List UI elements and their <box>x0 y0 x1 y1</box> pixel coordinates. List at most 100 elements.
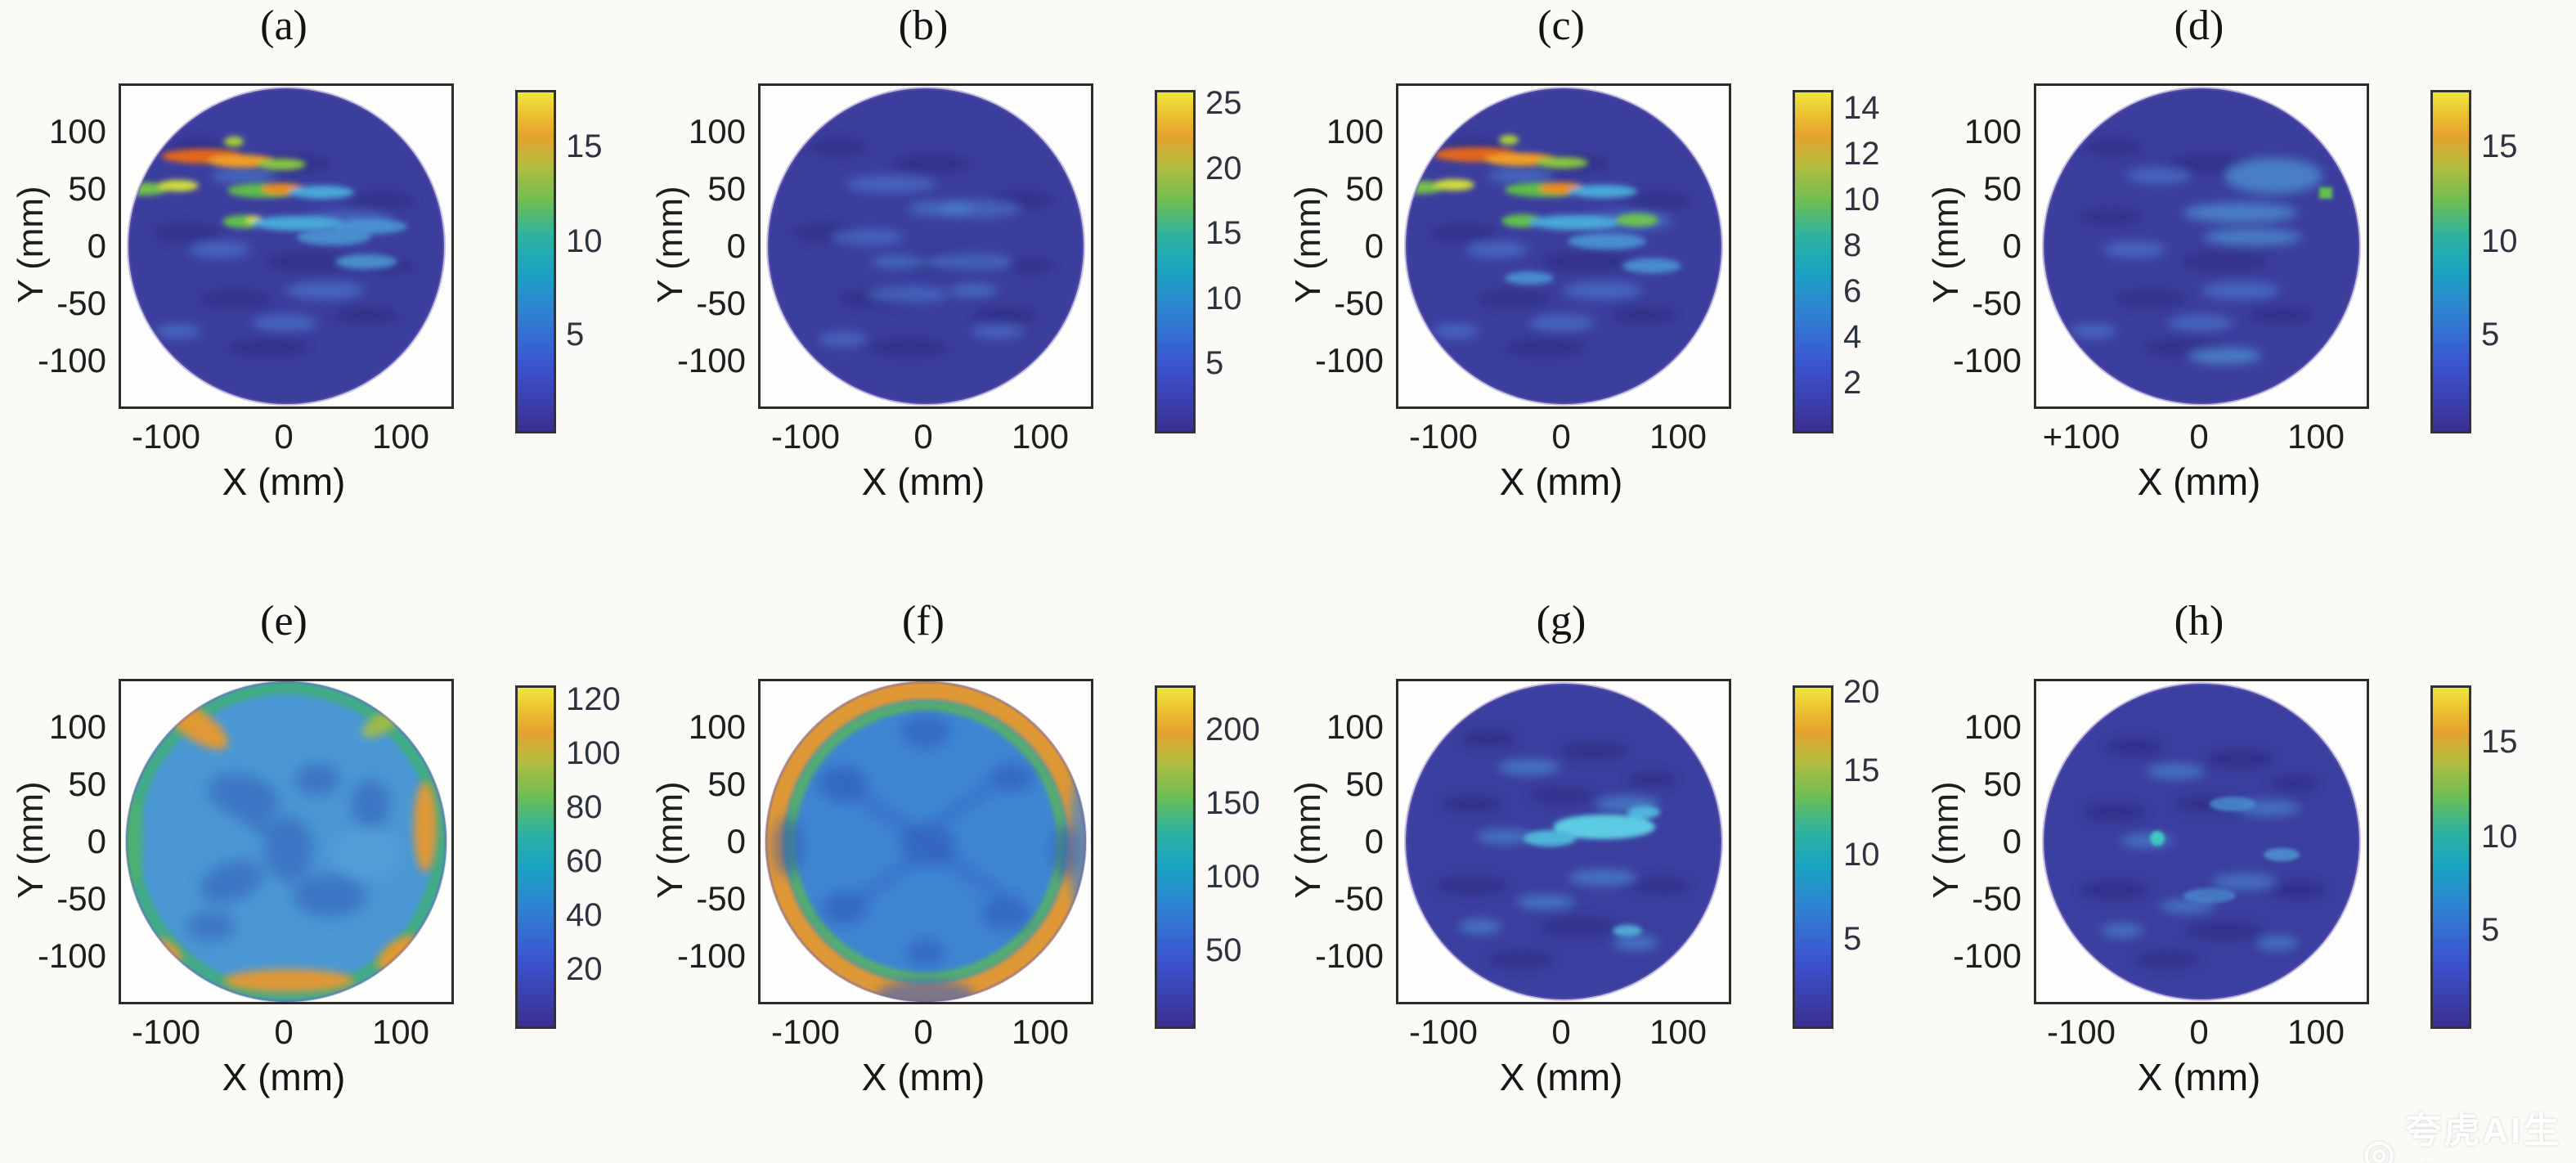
panel-f: (f) Y (mm) 100 50 0 -50 -100 <box>640 598 1283 1163</box>
plot-area <box>119 83 454 409</box>
y-tick: -50 <box>1334 284 1384 322</box>
x-axis-label: X (mm) <box>861 1056 985 1098</box>
colorbar-tick: 5 <box>1205 345 1224 381</box>
panel-title: (e) <box>260 598 307 644</box>
x-tick: +100 <box>2042 417 2120 456</box>
y-tick: 50 <box>707 169 746 208</box>
x-tick: 0 <box>274 1013 294 1051</box>
y-tick: 50 <box>68 169 106 208</box>
panel-g: (g) Y (mm) 100 50 0 -50 -100 <box>1277 598 1921 1163</box>
y-tick: 50 <box>1345 169 1384 208</box>
colorbar <box>515 90 556 433</box>
panel-title: (a) <box>260 2 307 49</box>
panel-h: (h) Y (mm) 100 50 0 -50 -100 <box>1915 598 2559 1163</box>
x-axis-label: X (mm) <box>861 460 985 503</box>
wafer-heatmap <box>1404 87 1723 406</box>
y-tick: 100 <box>48 707 106 746</box>
x-tick: 0 <box>1551 417 1571 456</box>
colorbar-ticks: 15 10 5 <box>2481 685 2558 1024</box>
x-tick: 100 <box>1011 1013 1070 1051</box>
panel-title: (g) <box>1536 598 1586 644</box>
colorbar <box>515 685 556 1029</box>
colorbar-tick: 6 <box>1843 273 1862 309</box>
colorbar-ticks: 200 150 100 50 <box>1205 685 1282 1024</box>
panel-b: (b) Y (mm) 100 50 0 -50 -100 <box>640 2 1283 582</box>
wafer-heatmap <box>2042 87 2361 406</box>
x-axis-label: X (mm) <box>222 460 346 503</box>
x-tick: 0 <box>913 417 933 456</box>
y-tick: 0 <box>726 227 746 265</box>
y-tick: -100 <box>37 341 106 379</box>
x-axis-label: X (mm) <box>2137 1056 2261 1098</box>
colorbar <box>2430 90 2471 433</box>
x-tick: -100 <box>131 1013 201 1051</box>
y-tick: 50 <box>1983 169 2022 208</box>
colorbar-tick: 15 <box>2481 128 2518 164</box>
x-tick: -100 <box>2046 1013 2116 1051</box>
y-tick: -100 <box>1314 341 1384 379</box>
colorbar-tick: 40 <box>566 897 603 933</box>
watermark-logo-icon: ◎ <box>2363 1133 2398 1163</box>
x-tick: 100 <box>1649 1013 1708 1051</box>
colorbar <box>2430 685 2471 1029</box>
y-tick: -50 <box>56 879 106 918</box>
colorbar <box>1793 90 1833 433</box>
colorbar-tick: 5 <box>1843 921 1862 957</box>
x-axis-label: X (mm) <box>1499 460 1623 503</box>
x-tick: 100 <box>1011 417 1070 456</box>
colorbar-tick: 5 <box>2481 912 2500 948</box>
colorbar-tick: 2 <box>1843 365 1862 401</box>
x-tick: 100 <box>371 417 430 456</box>
y-tick: 0 <box>1364 227 1384 265</box>
y-tick: -100 <box>1314 936 1384 975</box>
x-tick: -100 <box>1408 417 1479 456</box>
panel-title: (d) <box>2174 2 2224 49</box>
colorbar-ticks: 15 10 5 <box>566 90 643 429</box>
x-tick: 0 <box>2189 1013 2209 1051</box>
colorbar-tick: 10 <box>1843 837 1880 873</box>
y-tick: -50 <box>1972 284 2022 322</box>
colorbar-ticks: 14 12 10 8 6 4 2 <box>1843 90 1920 429</box>
colorbar-ticks: 25 20 15 10 5 <box>1205 85 1282 429</box>
colorbar-tick: 4 <box>1843 319 1862 355</box>
colorbar-tick: 5 <box>566 317 585 352</box>
y-tick: -100 <box>676 341 746 379</box>
x-tick: 0 <box>913 1013 933 1051</box>
colorbar-tick: 12 <box>1843 136 1880 172</box>
colorbar-tick: 120 <box>566 681 621 717</box>
panel-c: (c) Y (mm) 100 50 0 -50 -100 <box>1277 2 1921 582</box>
x-axis-label: X (mm) <box>2137 460 2261 503</box>
x-tick: -100 <box>770 417 841 456</box>
panel-d: (d) Y (mm) 100 50 0 -50 -100 <box>1915 2 2559 582</box>
y-tick: 100 <box>48 112 106 150</box>
colorbar-ticks: 20 15 10 5 <box>1843 674 1920 1024</box>
y-tick: 0 <box>1364 822 1384 860</box>
y-tick: 100 <box>688 707 746 746</box>
y-tick: 100 <box>1963 707 2022 746</box>
colorbar-tick: 15 <box>566 128 603 164</box>
y-tick: -50 <box>696 879 746 918</box>
y-tick: 50 <box>1983 765 2022 803</box>
colorbar-tick: 150 <box>1205 785 1260 821</box>
colorbar-tick: 10 <box>2481 819 2518 855</box>
colorbar-ticks: 120 100 80 60 40 20 <box>566 681 643 1024</box>
panel-title: (h) <box>2174 598 2224 644</box>
panel-e: (e) Y (mm) 100 50 0 -50 -100 <box>0 598 644 1163</box>
wafer-heatmap <box>125 681 447 1002</box>
wafer-heatmap <box>1404 682 1723 1001</box>
colorbar-tick: 10 <box>1843 182 1880 218</box>
x-tick: 100 <box>2287 417 2345 456</box>
x-tick: 0 <box>274 417 294 456</box>
y-tick: -100 <box>1952 341 2022 379</box>
colorbar-tick: 14 <box>1843 90 1880 126</box>
panel-title: (c) <box>1537 2 1585 49</box>
y-tick: -50 <box>1334 879 1384 918</box>
panel-title: (b) <box>898 2 949 49</box>
y-tick: 0 <box>726 822 746 860</box>
colorbar <box>1155 90 1196 433</box>
y-tick: 0 <box>2002 227 2022 265</box>
plot-area <box>2034 83 2369 409</box>
colorbar-tick: 80 <box>566 789 603 825</box>
x-axis-label: X (mm) <box>1499 1056 1623 1098</box>
